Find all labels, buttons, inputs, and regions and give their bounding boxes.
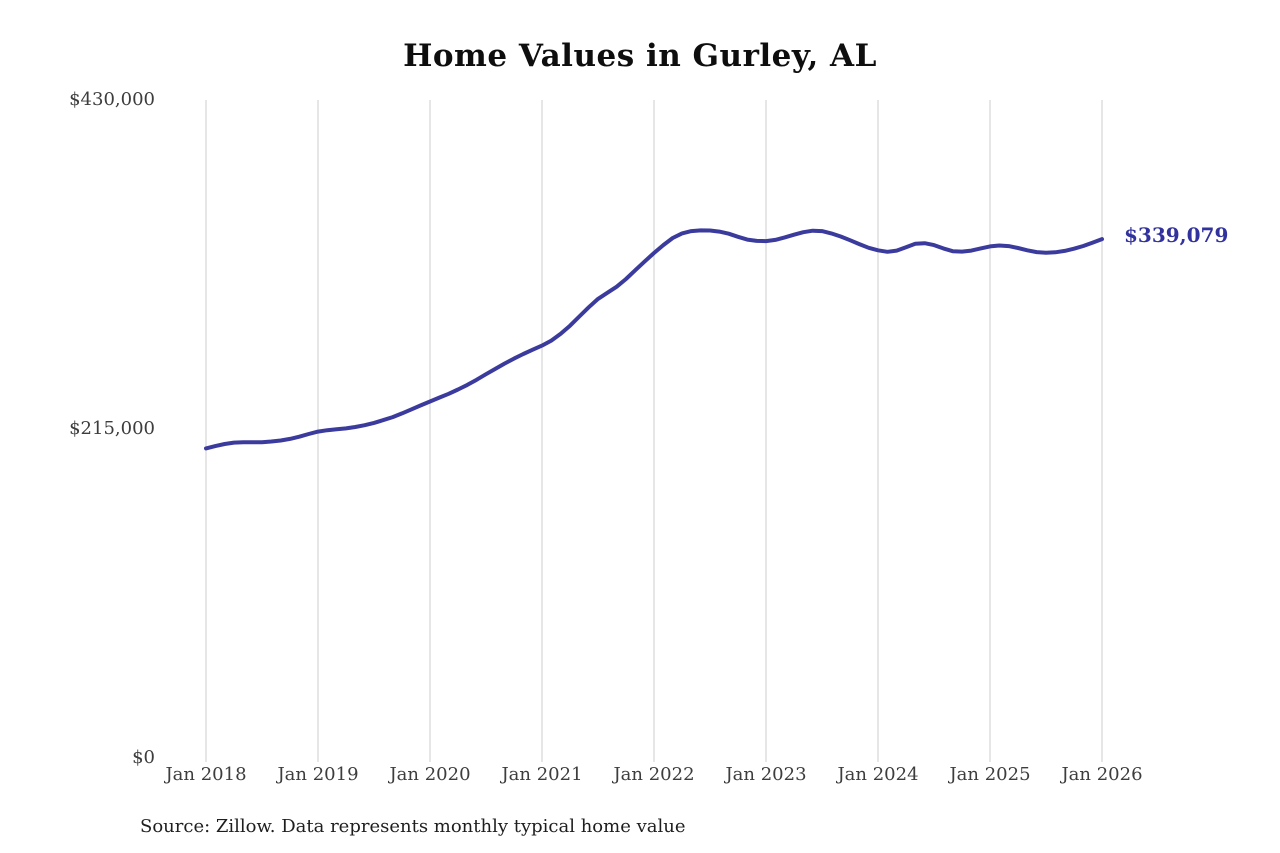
- x-tick-label: Jan 2022: [613, 764, 695, 785]
- x-tick-label: Jan 2026: [1061, 764, 1143, 785]
- home-value-line: [204, 228, 1104, 451]
- source-note: Source: Zillow. Data represents monthly …: [140, 816, 686, 837]
- y-tick-label: $0: [132, 747, 155, 768]
- x-tick-label: Jan 2025: [949, 764, 1031, 785]
- chart-title: Home Values in Gurley, AL: [403, 38, 877, 74]
- y-tick-label: $215,000: [69, 418, 155, 439]
- x-tick-label: Jan 2018: [165, 764, 247, 785]
- gridlines: [205, 100, 1103, 762]
- x-tick-label: Jan 2024: [837, 764, 919, 785]
- x-tick-label: Jan 2020: [389, 764, 471, 785]
- x-tick-label: Jan 2023: [725, 764, 807, 785]
- end-value-label: $339,079: [1124, 223, 1229, 247]
- y-tick-label: $430,000: [69, 89, 155, 110]
- x-tick-label: Jan 2021: [501, 764, 583, 785]
- x-tick-label: Jan 2019: [277, 764, 359, 785]
